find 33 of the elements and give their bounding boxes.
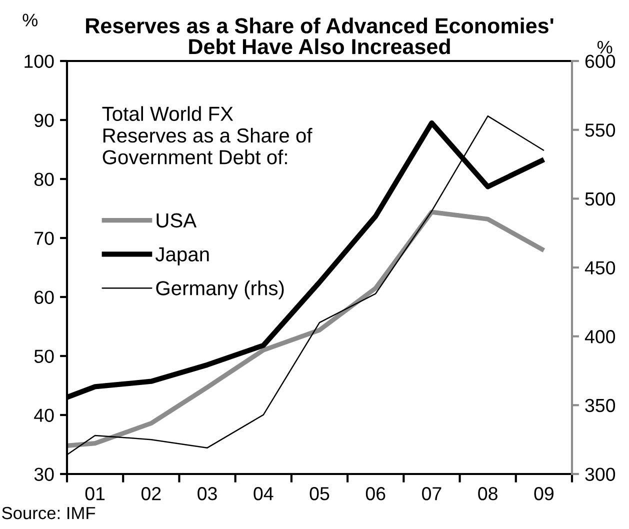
legend-title: Total World FX Reserves as a Share of Government Debt of: [102,106,312,164]
x-tick-label: 05 [310,486,330,500]
y2-tick-label: 550 [585,124,616,137]
y-tick-label: 40 [34,408,54,422]
y2-axis-title: % [597,40,612,54]
line-series [67,210,546,448]
x-tick-label: 02 [141,486,161,500]
x-tick-label: 04 [254,486,274,500]
source-note: Source: IMF [2,506,96,520]
y-tick-label: 80 [34,172,54,186]
y2-tick-label: 450 [584,261,616,274]
y2-tick-label: 400 [584,330,616,344]
x-tick-label: 06 [366,486,386,500]
y-tick-label: 60 [34,290,54,304]
x-tick-label: 08 [478,486,498,500]
y-tick-label: 100 [24,54,54,68]
y2-tick-label: 300 [585,468,616,481]
y-tick-label: 30 [34,468,54,481]
legend-label: Germany (rhs) [156,280,284,300]
y-axis-title: % [22,14,38,26]
legend-label: Japan [155,247,209,266]
x-tick-label: 01 [85,486,105,500]
chart-title: Reserves as a Share of Advanced Economies' Debt Have Also Increased [86,18,554,54]
x-tick-label: 03 [198,486,217,500]
y2-tick-label: 350 [585,398,616,412]
y-tick-label: 70 [34,232,54,245]
x-tick-label: 07 [422,486,442,500]
y2-tick-label: 600 [585,54,616,68]
y-tick-label: 90 [34,114,54,127]
y2-tick-label: 500 [585,192,616,206]
y-tick-label: 50 [34,350,54,363]
x-tick-label: 09 [534,486,554,500]
legend-label: USA [156,213,197,228]
